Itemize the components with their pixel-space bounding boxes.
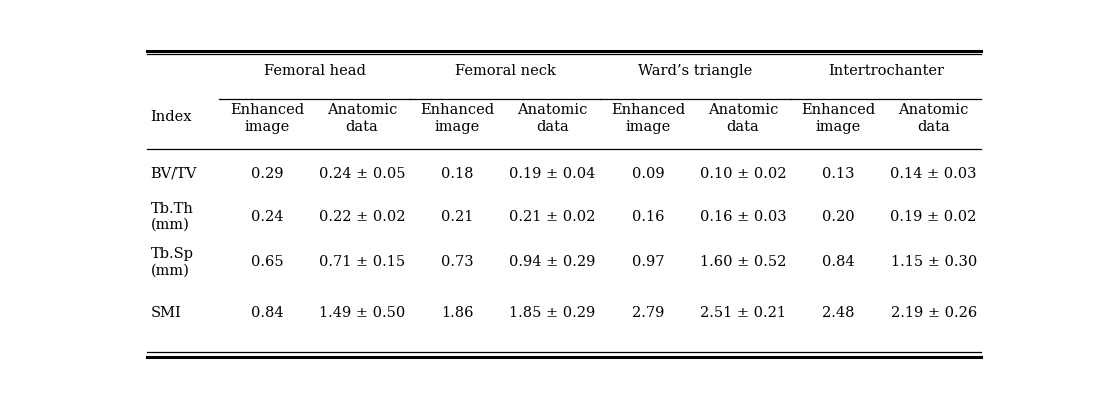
Text: 1.15 ± 0.30: 1.15 ± 0.30	[890, 255, 977, 269]
Text: 1.60 ± 0.52: 1.60 ± 0.52	[700, 255, 786, 269]
Text: 0.19 ± 0.02: 0.19 ± 0.02	[890, 210, 977, 224]
Text: 2.19 ± 0.26: 2.19 ± 0.26	[890, 306, 977, 320]
Text: 0.84: 0.84	[822, 255, 855, 269]
Text: 0.19 ± 0.04: 0.19 ± 0.04	[509, 167, 596, 181]
Text: 0.65: 0.65	[251, 255, 284, 269]
Text: 2.48: 2.48	[822, 306, 854, 320]
Text: 0.20: 0.20	[822, 210, 855, 224]
Text: 0.24: 0.24	[251, 210, 284, 224]
Text: 1.49 ± 0.50: 1.49 ± 0.50	[319, 306, 405, 320]
Text: 0.16: 0.16	[632, 210, 664, 224]
Text: 0.18: 0.18	[441, 167, 473, 181]
Text: 0.71 ± 0.15: 0.71 ± 0.15	[319, 255, 405, 269]
Text: Ward’s triangle: Ward’s triangle	[638, 64, 752, 78]
Text: 0.97: 0.97	[632, 255, 664, 269]
Text: Anatomic
data: Anatomic data	[327, 103, 397, 134]
Text: Enhanced
image: Enhanced image	[230, 103, 304, 134]
Text: Anatomic
data: Anatomic data	[898, 103, 969, 134]
Text: 0.84: 0.84	[251, 306, 284, 320]
Text: 0.94 ± 0.29: 0.94 ± 0.29	[509, 255, 596, 269]
Text: 0.16 ± 0.03: 0.16 ± 0.03	[700, 210, 786, 224]
Text: BV/TV: BV/TV	[150, 167, 197, 181]
Text: Index: Index	[150, 110, 192, 124]
Text: Intertrochanter: Intertrochanter	[828, 64, 944, 78]
Text: SMI: SMI	[150, 306, 181, 320]
Text: 1.85 ± 0.29: 1.85 ± 0.29	[509, 306, 596, 320]
Text: 0.73: 0.73	[441, 255, 474, 269]
Text: 0.29: 0.29	[251, 167, 284, 181]
Text: 2.79: 2.79	[632, 306, 664, 320]
Text: Enhanced
image: Enhanced image	[611, 103, 684, 134]
Text: Anatomic
data: Anatomic data	[518, 103, 588, 134]
Text: Enhanced
image: Enhanced image	[802, 103, 875, 134]
Text: 2.51 ± 0.21: 2.51 ± 0.21	[700, 306, 786, 320]
Text: 0.21 ± 0.02: 0.21 ± 0.02	[509, 210, 596, 224]
Text: 0.10 ± 0.02: 0.10 ± 0.02	[700, 167, 786, 181]
Text: 0.13: 0.13	[822, 167, 854, 181]
Text: Femoral neck: Femoral neck	[454, 64, 555, 78]
Text: 0.09: 0.09	[632, 167, 665, 181]
Text: 0.21: 0.21	[441, 210, 473, 224]
Text: Femoral head: Femoral head	[264, 64, 366, 78]
Text: 0.22 ± 0.02: 0.22 ± 0.02	[319, 210, 405, 224]
Text: Tb.Sp
(mm): Tb.Sp (mm)	[150, 247, 194, 277]
Text: 1.86: 1.86	[441, 306, 473, 320]
Text: 0.24 ± 0.05: 0.24 ± 0.05	[319, 167, 405, 181]
Text: 0.14 ± 0.03: 0.14 ± 0.03	[890, 167, 977, 181]
Text: Enhanced
image: Enhanced image	[420, 103, 495, 134]
Text: Tb.Th
(mm): Tb.Th (mm)	[150, 202, 194, 232]
Text: Anatomic
data: Anatomic data	[708, 103, 779, 134]
